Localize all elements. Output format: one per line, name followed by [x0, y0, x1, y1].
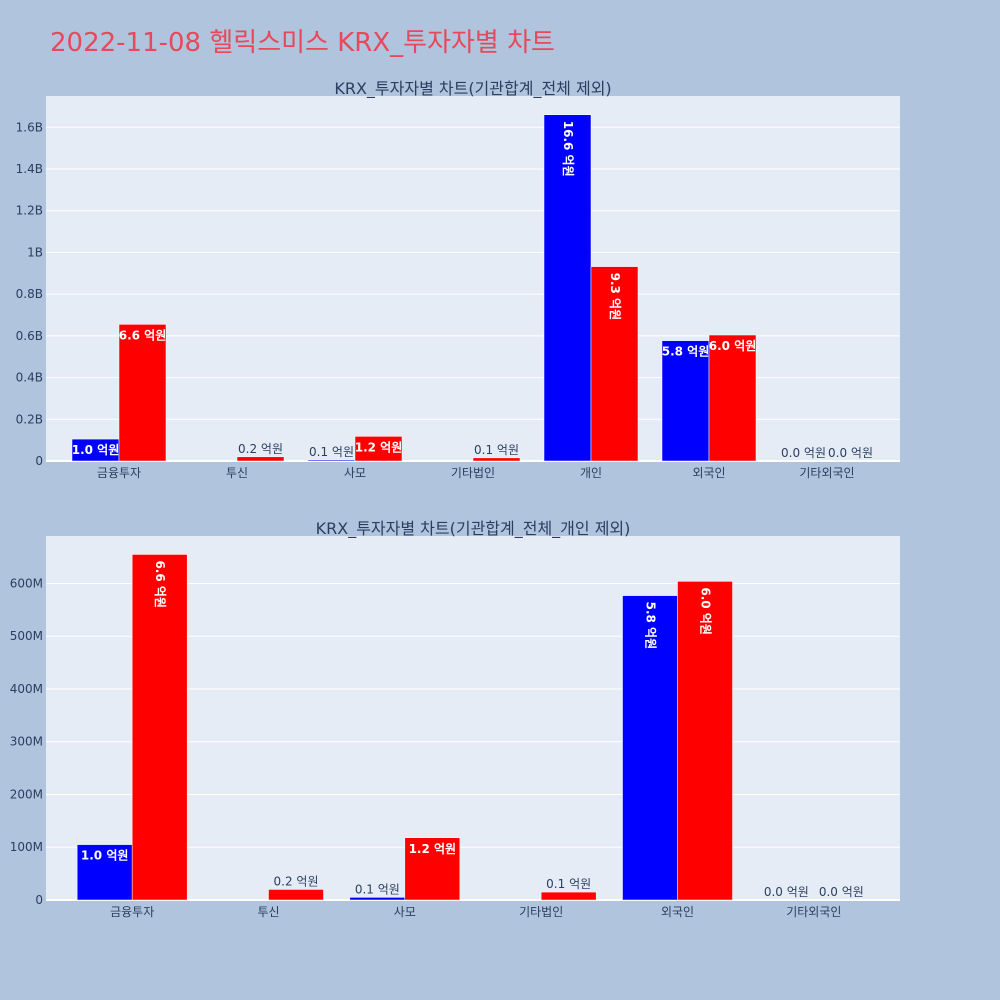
chart-title: KRX_투자자별 차트(기관합계_전체 제외) — [334, 79, 611, 99]
y-tick-label: 0.6B — [16, 329, 43, 343]
bar — [118, 324, 167, 462]
x-tick-label: 사모 — [344, 466, 366, 480]
y-tick-label: 0.8B — [16, 287, 43, 301]
y-tick-label: 1.2B — [16, 204, 43, 218]
bar — [349, 897, 406, 901]
y-tick-label: 100M — [10, 840, 43, 854]
y-tick-label: 1.6B — [16, 120, 43, 134]
data-label: 0.1 억원 — [546, 877, 591, 891]
bar — [590, 266, 639, 462]
x-tick-label: 기타외국인 — [786, 905, 841, 919]
bar — [472, 457, 521, 462]
data-label: 1.2 억원 — [355, 440, 403, 454]
bar — [268, 889, 324, 901]
x-tick-label: 투신 — [257, 905, 279, 919]
x-tick-label: 사모 — [394, 905, 416, 919]
bar — [76, 844, 133, 901]
chart-1: 0 0.2B 0.4B 0.6B 0.8B 1B 1.2B 1.4B 1.6B KRX_투자자별 … — [16, 79, 900, 480]
bar — [540, 891, 597, 901]
data-label: 0.0 억원 — [828, 446, 873, 460]
page-title: 2022-11-08 헬릭스미스 KRX_투자자별 차트 — [50, 28, 555, 58]
data-label: 6.0 억원 — [709, 339, 757, 353]
bar — [677, 581, 733, 901]
data-label: 1.0 억원 — [81, 849, 129, 863]
data-label: 6.6 억원 — [119, 328, 167, 342]
data-label: 0.1 억원 — [309, 445, 354, 459]
data-label: 1.0 억원 — [72, 443, 120, 457]
x-tick-label: 기타외국인 — [799, 466, 854, 480]
y-tick-label: 500M — [10, 629, 43, 643]
y-tick-label: 0 — [35, 893, 43, 907]
bar — [236, 456, 285, 462]
x-tick-label: 외국인 — [692, 466, 725, 480]
bar — [661, 340, 710, 462]
y-tick-label: 0.2B — [16, 412, 43, 426]
data-label: 0.0 억원 — [781, 446, 826, 460]
data-label: 0.0 억원 — [819, 885, 864, 899]
plot-area — [46, 96, 900, 461]
y-tick-label: 1B — [27, 245, 43, 259]
data-label: 5.8 억원 — [644, 602, 658, 650]
x-tick-label: 기타법인 — [451, 466, 495, 480]
y-tick-label: 0 — [35, 454, 43, 468]
chart-title: KRX_투자자별 차트(기관합계_전체_개인 제외) — [316, 519, 631, 539]
y-tick-label: 200M — [10, 787, 43, 801]
x-tick-label: 금융투자 — [110, 905, 154, 919]
data-label: 5.8 억원 — [662, 345, 710, 359]
bar — [708, 334, 757, 462]
x-tick-label: 금융투자 — [97, 466, 141, 480]
y-tick-label: 0.4B — [16, 371, 43, 385]
x-tick-label: 투신 — [226, 466, 248, 480]
y-tick-label: 1.4B — [16, 162, 43, 176]
bar — [354, 436, 403, 462]
bar — [307, 459, 356, 462]
x-tick-label: 외국인 — [661, 905, 694, 919]
data-label: 0.2 억원 — [274, 874, 319, 888]
bar — [404, 837, 461, 901]
y-tick-label: 400M — [10, 682, 43, 696]
data-label: 0.2 억원 — [238, 442, 283, 456]
data-label: 9.3 억원 — [608, 273, 622, 321]
x-tick-label: 개인 — [580, 466, 602, 480]
bar — [622, 595, 678, 901]
bar — [131, 554, 188, 901]
chart-2: 0 100M 200M 300M 400M 500M 600M KRX_투자자별 차트(기관합… — [10, 519, 900, 919]
data-label: 0.1 억원 — [355, 882, 400, 896]
y-tick-label: 300M — [10, 735, 43, 749]
data-label: 0.0 억원 — [764, 885, 809, 899]
data-label: 1.2 억원 — [409, 842, 457, 856]
data-label: 16.6 억원 — [561, 121, 575, 177]
plot-area — [46, 536, 900, 900]
x-tick-label: 기타법인 — [519, 905, 563, 919]
data-label: 6.6 억원 — [153, 560, 167, 608]
data-label: 0.1 억원 — [474, 443, 519, 457]
y-tick-label: 600M — [10, 576, 43, 590]
data-label: 6.0 억원 — [699, 587, 713, 635]
